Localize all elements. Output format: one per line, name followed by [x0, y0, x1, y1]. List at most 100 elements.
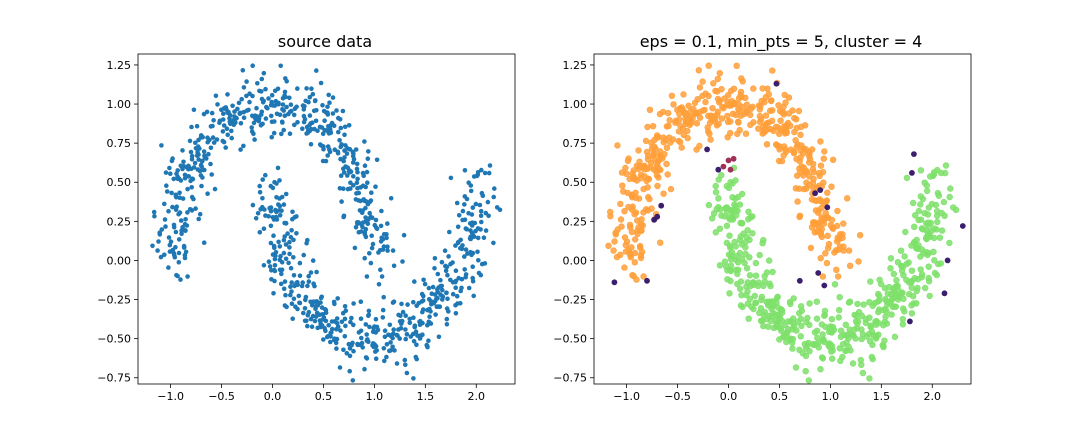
data-point: [295, 120, 300, 125]
cluster-lower-point: [751, 292, 758, 300]
data-point: [471, 293, 477, 299]
cluster-upper-point: [707, 112, 715, 119]
cluster-upper-point: [706, 130, 713, 138]
cluster-lower-point: [862, 315, 869, 323]
cluster-upper-point: [824, 244, 832, 252]
data-point: [378, 223, 384, 229]
cluster-lower-point: [869, 302, 876, 309]
cluster-lower-point: [935, 192, 942, 199]
data-point: [327, 126, 333, 132]
data-point: [329, 319, 335, 324]
data-point: [476, 270, 482, 276]
data-point: [378, 267, 383, 273]
data-point: [286, 260, 291, 266]
data-point: [372, 222, 378, 228]
cluster-upper-point: [775, 157, 783, 165]
cluster-upper-point: [675, 128, 683, 135]
data-point: [418, 318, 423, 324]
data-point: [175, 176, 180, 182]
cluster-upper-point: [635, 147, 642, 154]
cluster-lower-point: [776, 336, 783, 343]
cluster-upper-point: [651, 136, 658, 144]
data-point: [443, 268, 449, 274]
cluster-lower-point: [875, 297, 883, 304]
data-point: [276, 202, 281, 207]
data-point: [410, 331, 416, 337]
data-point: [427, 314, 432, 320]
data-point: [281, 127, 287, 133]
cluster-upper-point: [641, 173, 648, 180]
cluster-lower-point: [915, 216, 922, 224]
data-point: [403, 362, 408, 368]
cluster-upper-point: [792, 116, 800, 123]
cluster-lower-point: [783, 338, 790, 346]
data-point: [306, 309, 312, 315]
data-point: [446, 309, 451, 314]
data-point: [320, 158, 326, 164]
cluster-lower-point: [908, 284, 915, 291]
data-point: [332, 147, 338, 152]
cluster-lower-point: [746, 272, 754, 279]
data-point: [456, 213, 462, 218]
data-point: [317, 124, 323, 130]
data-point: [223, 145, 228, 150]
cluster-lower-point: [835, 306, 843, 314]
data-point: [283, 94, 288, 100]
data-point: [407, 316, 413, 322]
cluster-lower-point: [752, 299, 760, 307]
cluster-upper-point: [715, 99, 723, 106]
data-point: [181, 159, 186, 165]
cluster-upper-point: [750, 85, 757, 92]
data-point: [167, 165, 172, 171]
data-point: [373, 316, 379, 322]
cluster-lower-point: [887, 255, 895, 262]
cluster-lower-point: [913, 236, 920, 244]
cluster-upper-point: [668, 92, 676, 100]
data-point: [326, 322, 332, 328]
data-point: [399, 301, 404, 307]
cluster-upper-point: [695, 67, 702, 74]
cluster-lower-point: [718, 172, 725, 179]
cluster-lower-point: [723, 239, 731, 247]
data-point: [292, 122, 297, 128]
cluster-upper-point: [792, 137, 799, 144]
cluster-lower-point: [926, 292, 933, 300]
cluster-lower-point: [901, 308, 908, 315]
cluster-upper-point: [730, 85, 738, 93]
cluster-lower-point: [849, 360, 857, 367]
data-point: [232, 114, 237, 119]
y-tick-label: 0.75: [563, 137, 588, 150]
cluster-upper-point: [769, 67, 776, 74]
data-point: [189, 157, 195, 162]
cluster-upper-point: [796, 157, 803, 165]
cluster-lower-point: [734, 193, 742, 201]
data-point: [283, 256, 289, 262]
cluster-upper-point: [783, 121, 791, 129]
data-point: [390, 335, 395, 341]
data-point: [402, 357, 408, 363]
cluster-upper-point: [622, 241, 629, 249]
cluster-upper-point: [795, 107, 803, 115]
data-point: [250, 202, 256, 208]
data-point: [166, 208, 171, 214]
data-point: [366, 308, 372, 314]
cluster-upper-point: [733, 62, 740, 70]
data-point: [288, 234, 294, 240]
cluster-upper-point: [839, 231, 846, 238]
x-tick-label: −1.0: [613, 390, 640, 403]
data-point: [463, 247, 469, 252]
data-point: [189, 194, 195, 200]
cluster-lower-point: [937, 169, 945, 177]
data-point: [305, 283, 310, 289]
data-point: [330, 111, 336, 116]
data-point: [312, 318, 318, 324]
data-point: [278, 253, 283, 259]
data-point: [475, 226, 481, 231]
cluster-upper-point: [724, 134, 731, 141]
data-point: [197, 211, 203, 217]
data-point: [159, 143, 164, 148]
cluster-upper-point: [735, 101, 743, 108]
left-chart-title: source data: [278, 32, 372, 51]
cluster-lower-point: [911, 212, 919, 219]
cluster-lower-point: [745, 208, 752, 216]
